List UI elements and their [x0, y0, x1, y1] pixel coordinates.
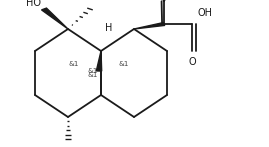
Text: HO: HO [26, 0, 41, 7]
Text: &1: &1 [119, 61, 129, 67]
Text: &1: &1 [88, 72, 98, 78]
Text: OH: OH [197, 8, 213, 18]
Text: &1: &1 [88, 68, 98, 74]
Text: &1: &1 [69, 61, 79, 67]
Text: H: H [105, 23, 112, 33]
Polygon shape [41, 8, 68, 29]
Polygon shape [134, 23, 165, 29]
Polygon shape [96, 51, 102, 71]
Text: O: O [188, 57, 196, 67]
